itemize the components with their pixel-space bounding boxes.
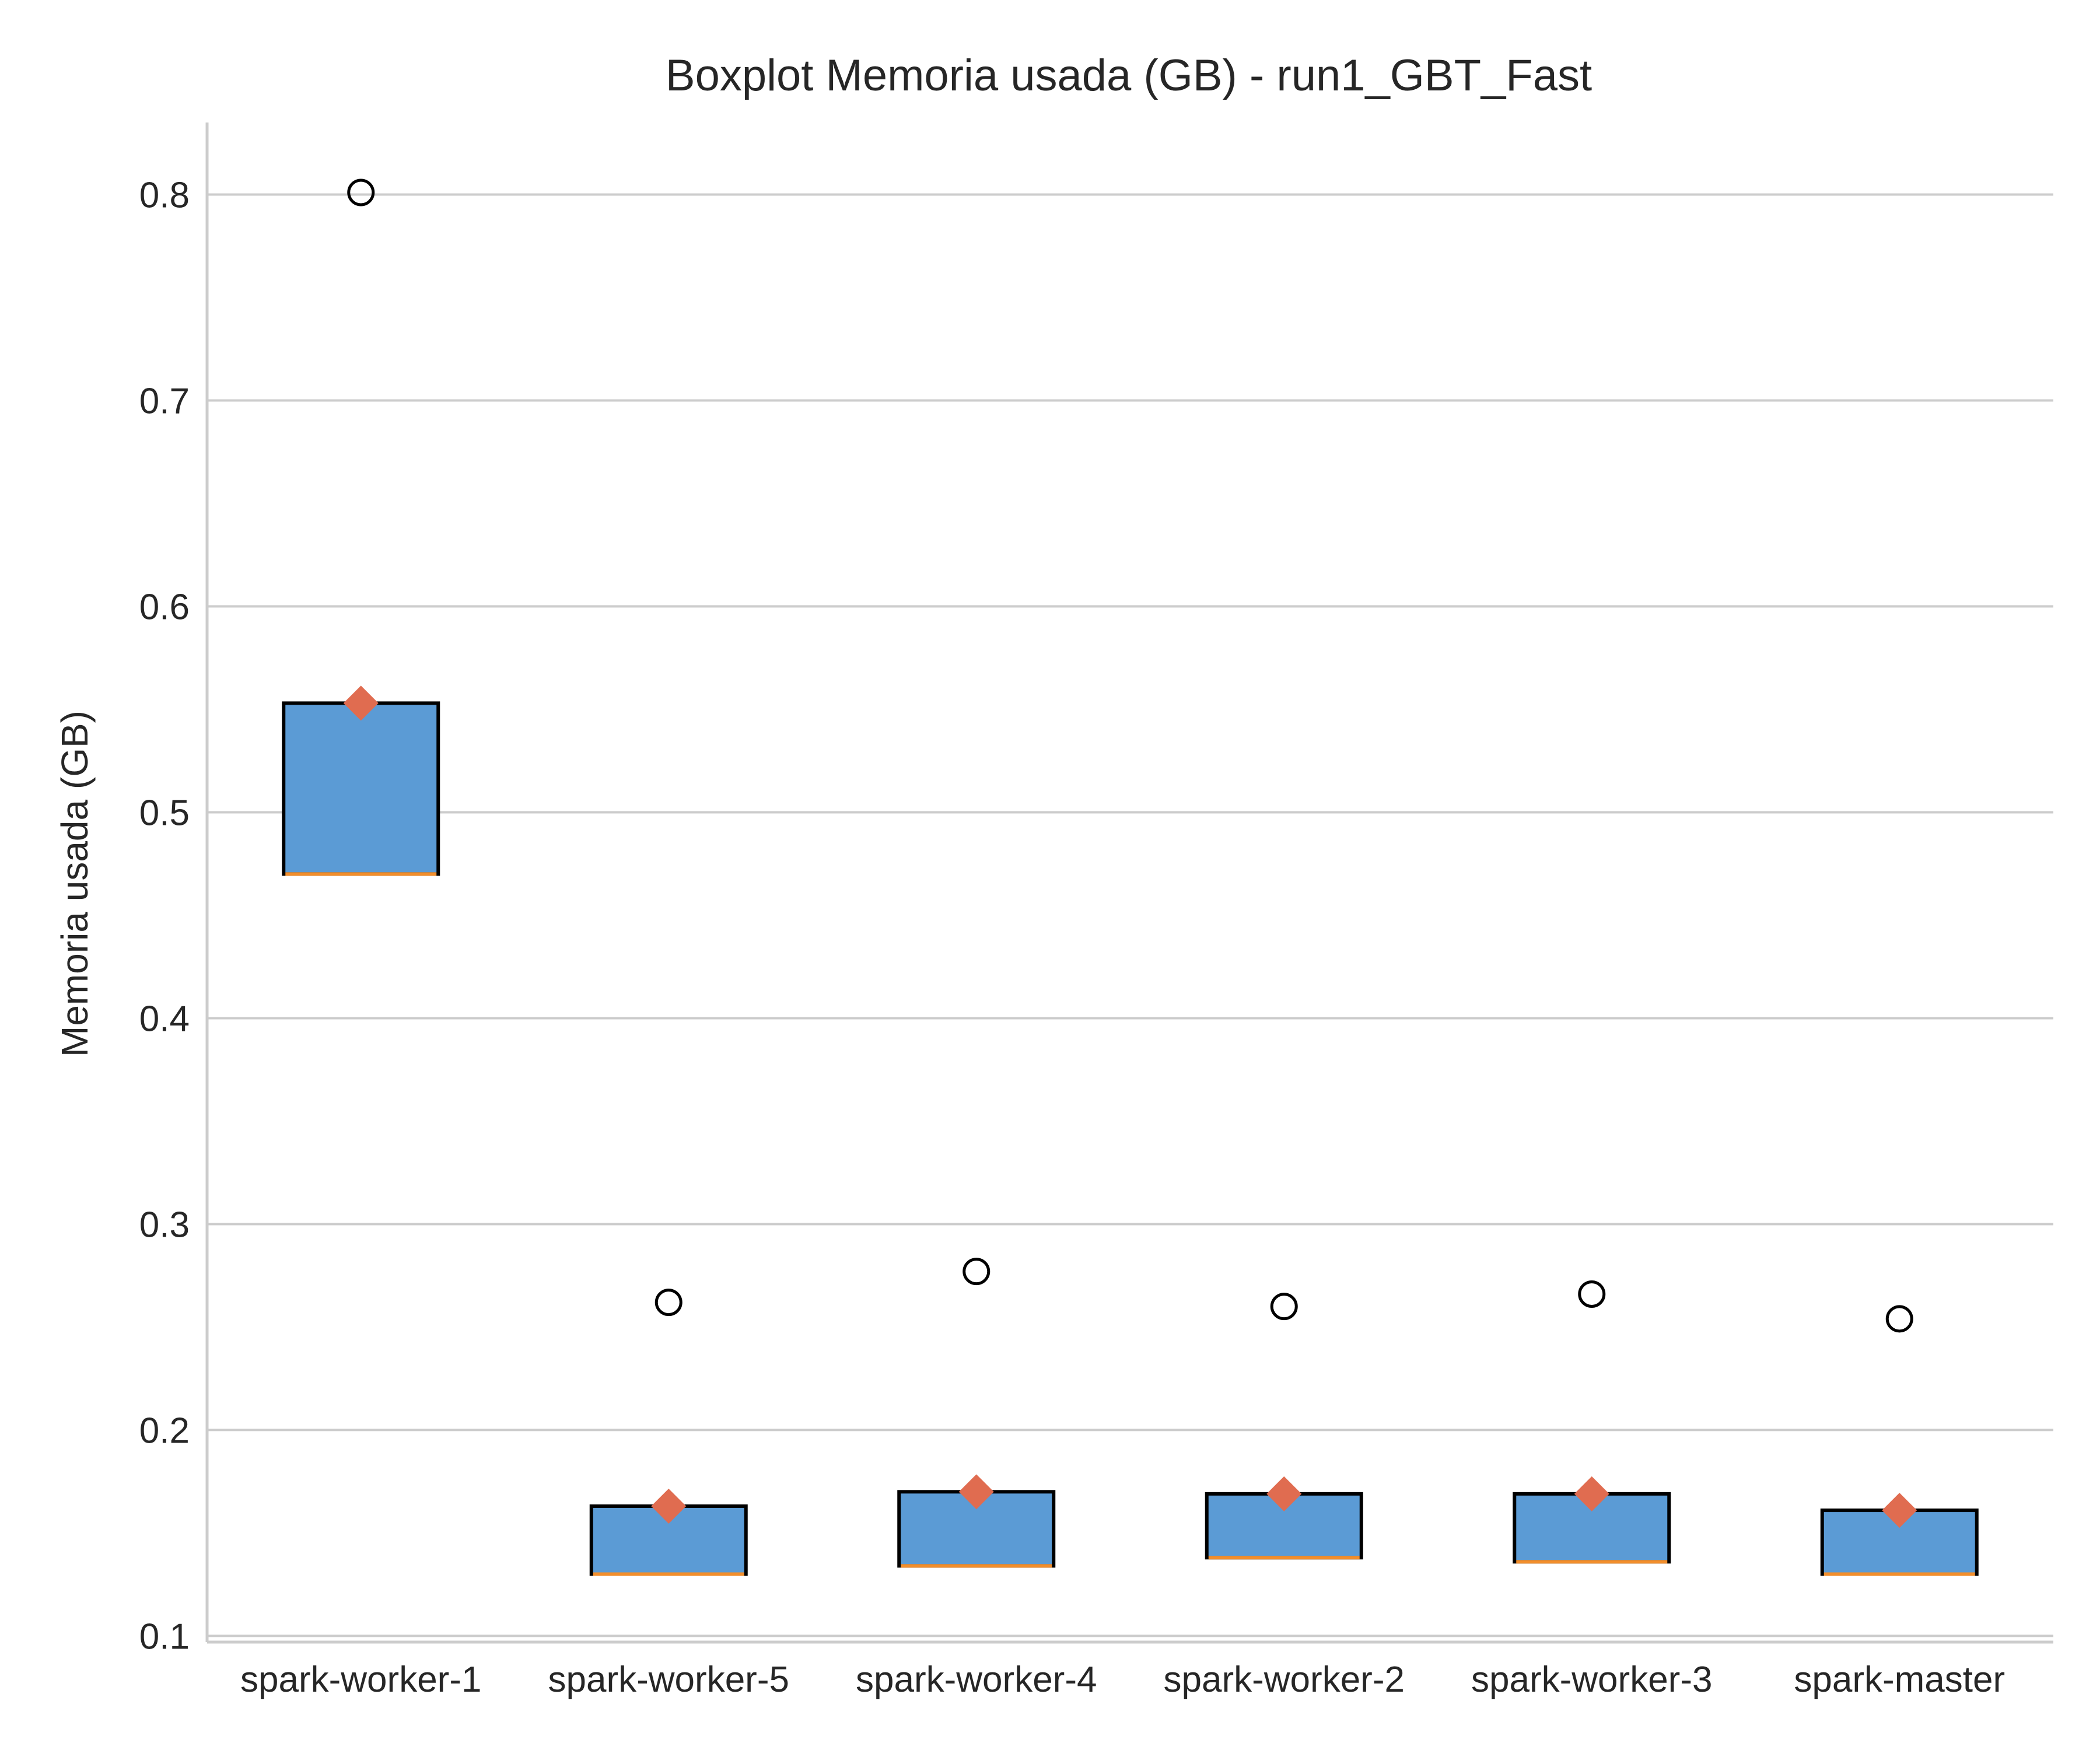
grid-layer [207,193,2053,1637]
y-tick-labels: 0.1 0.2 0.3 0.4 0.5 0.6 0.7 0.8 [139,176,190,1657]
box-group [1820,1305,1979,1576]
mean-marker [343,685,379,721]
outlier-point [963,1258,991,1286]
chart-title: Boxplot Memoria usada (GB) - run1_GBT_Fa… [666,51,1592,100]
x-tick-label: spark-worker-4 [856,1660,1097,1700]
y-tick-label: 0.4 [139,999,190,1039]
mean-marker [1882,1493,1917,1528]
y-tick-label: 0.1 [139,1616,190,1657]
mean-marker [651,1489,687,1524]
y-axis-label: Memoria usada (GB) [54,710,96,1057]
x-tick-label: spark-master [1794,1660,2005,1700]
axes-layer [205,123,2053,1644]
y-tick-label: 0.5 [139,793,190,833]
x-tick-label: spark-worker-2 [1164,1660,1405,1700]
x-tick-label: spark-worker-5 [548,1660,789,1700]
outlier-point [1578,1280,1606,1308]
mean-marker [1266,1476,1302,1511]
box-group [897,1258,1056,1568]
outlier-point [1270,1293,1298,1321]
x-tick-labels: spark-worker-1 spark-worker-5 spark-worker… [240,1660,2005,1700]
box-group [282,178,440,876]
box-group [589,1289,748,1576]
x-tick-label: spark-worker-3 [1471,1660,1712,1700]
mean-marker [1574,1476,1609,1511]
box-group [1513,1280,1671,1564]
box-group [1205,1293,1363,1560]
box-iqr [282,701,440,876]
x-tick-label: spark-worker-1 [240,1660,481,1700]
y-tick-label: 0.8 [139,176,190,216]
outlier-point [654,1289,682,1317]
outlier-point [1885,1305,1913,1333]
y-tick-label: 0.7 [139,382,190,422]
y-tick-label: 0.2 [139,1410,190,1451]
mean-marker [958,1474,994,1510]
y-tick-label: 0.6 [139,587,190,628]
y-tick-label: 0.3 [139,1205,190,1245]
boxes-layer [282,178,1979,1576]
outlier-point [347,178,375,206]
